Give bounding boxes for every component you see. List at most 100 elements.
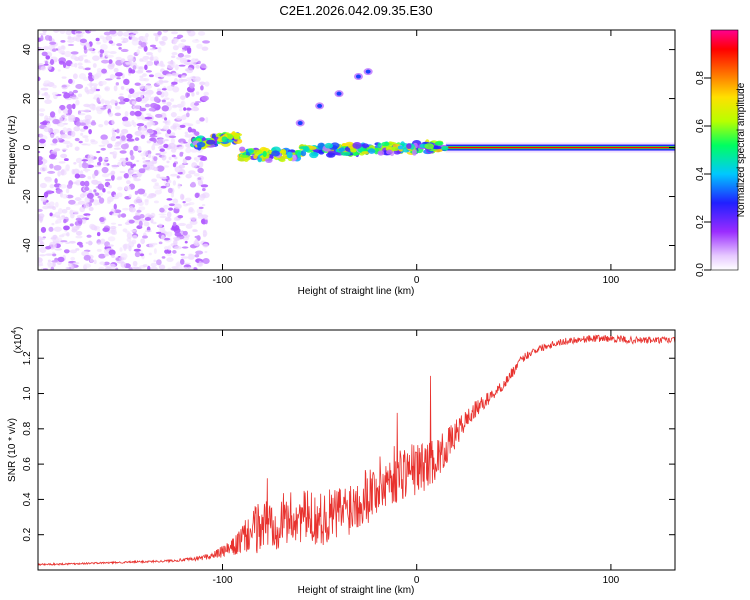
noise-speckle bbox=[70, 256, 76, 261]
noise-speckle bbox=[203, 91, 209, 96]
noise-speckle bbox=[113, 203, 117, 210]
carrier-blob bbox=[227, 139, 234, 143]
noise-speckle bbox=[40, 87, 49, 91]
noise-speckle bbox=[94, 192, 100, 197]
noise-speckle bbox=[39, 166, 46, 172]
noise-speckle bbox=[163, 143, 169, 149]
noise-speckle bbox=[57, 208, 63, 215]
noise-speckle bbox=[181, 49, 186, 52]
y-tick-label: 0.2 bbox=[22, 527, 33, 541]
noise-speckle bbox=[39, 241, 44, 245]
noise-speckle bbox=[75, 99, 80, 106]
noise-speckle bbox=[132, 104, 141, 110]
noise-speckle bbox=[132, 30, 139, 35]
noise-speckle bbox=[136, 243, 142, 249]
noise-speckle bbox=[197, 31, 206, 36]
noise-speckle bbox=[173, 37, 178, 43]
colorbar-tick-label: 0.4 bbox=[695, 167, 706, 181]
noise-speckle bbox=[180, 256, 189, 259]
noise-speckle bbox=[164, 117, 168, 121]
noise-speckle bbox=[135, 97, 142, 102]
noise-speckle bbox=[115, 136, 121, 139]
noise-speckle bbox=[178, 107, 183, 112]
noise-speckle bbox=[44, 177, 53, 183]
noise-speckle bbox=[185, 147, 192, 154]
noise-speckle bbox=[72, 262, 80, 265]
noise-speckle bbox=[55, 201, 59, 208]
noise-speckle bbox=[129, 149, 134, 157]
noise-speckle bbox=[83, 254, 91, 261]
noise-speckle bbox=[136, 160, 140, 163]
noise-speckle bbox=[106, 143, 113, 149]
carrier-blob bbox=[377, 150, 385, 156]
noise-speckle bbox=[140, 134, 146, 139]
noise-speckle bbox=[113, 144, 120, 147]
noise-speckle bbox=[137, 188, 146, 195]
noise-speckle bbox=[72, 89, 79, 94]
carrier-blob bbox=[206, 139, 216, 145]
noise-speckle bbox=[135, 197, 143, 204]
noise-speckle bbox=[100, 147, 106, 151]
noise-speckle bbox=[69, 223, 74, 227]
noise-speckle bbox=[136, 209, 142, 213]
carrier-blob bbox=[386, 149, 393, 155]
noise-speckle bbox=[123, 98, 130, 103]
noise-speckle bbox=[38, 138, 46, 144]
noise-speckle bbox=[110, 98, 116, 105]
noise-speckle bbox=[198, 161, 204, 168]
noise-speckle bbox=[88, 206, 94, 212]
noise-speckle bbox=[144, 103, 151, 108]
noise-speckle bbox=[74, 62, 78, 68]
noise-speckle bbox=[139, 58, 144, 62]
noise-speckle bbox=[52, 138, 58, 144]
noise-speckle bbox=[146, 60, 154, 67]
carrier-blob bbox=[340, 151, 351, 156]
noise-speckle bbox=[67, 43, 75, 47]
noise-speckle bbox=[41, 93, 46, 96]
noise-speckle bbox=[38, 215, 44, 222]
noise-speckle bbox=[90, 121, 97, 126]
noise-speckle bbox=[101, 59, 109, 64]
noise-speckle bbox=[66, 144, 70, 148]
noise-speckle bbox=[174, 245, 182, 250]
noise-speckle bbox=[71, 96, 79, 100]
noise-speckle bbox=[120, 213, 127, 218]
noise-speckle bbox=[128, 175, 132, 179]
carrier-blob bbox=[338, 147, 345, 152]
noise-speckle bbox=[118, 101, 126, 105]
carrier-blob bbox=[299, 146, 309, 150]
noise-speckle bbox=[38, 89, 41, 96]
noise-speckle bbox=[133, 215, 142, 220]
noise-speckle bbox=[134, 190, 139, 195]
noise-speckle bbox=[42, 30, 47, 34]
noise-speckle bbox=[189, 217, 197, 221]
noise-speckle bbox=[83, 125, 89, 130]
noise-speckle bbox=[70, 213, 75, 219]
noise-speckle bbox=[48, 35, 53, 42]
noise-speckle bbox=[188, 207, 194, 213]
noise-speckle bbox=[191, 162, 198, 169]
noise-speckle bbox=[96, 248, 102, 252]
noise-speckle bbox=[152, 221, 157, 225]
noise-speckle bbox=[159, 215, 167, 219]
noise-speckle bbox=[81, 159, 89, 162]
noise-speckle bbox=[117, 161, 122, 167]
noise-speckle bbox=[132, 65, 137, 70]
noise-speckle bbox=[144, 116, 153, 120]
noise-speckle bbox=[148, 74, 154, 78]
noise-speckle bbox=[73, 126, 81, 132]
noise-speckle bbox=[92, 63, 97, 68]
noise-speckle bbox=[38, 108, 46, 112]
noise-speckle bbox=[176, 175, 180, 179]
carrier-blob bbox=[239, 146, 246, 152]
noise-speckle bbox=[132, 234, 138, 240]
noise-speckle bbox=[59, 116, 63, 123]
noise-speckle bbox=[148, 242, 155, 248]
noise-speckle bbox=[167, 245, 172, 251]
noise-speckle bbox=[180, 39, 187, 43]
noise-speckle bbox=[180, 141, 184, 144]
noise-speckle bbox=[49, 41, 57, 45]
noise-speckle bbox=[62, 61, 67, 69]
noise-speckle bbox=[172, 162, 177, 168]
carrier-blob bbox=[240, 154, 250, 158]
